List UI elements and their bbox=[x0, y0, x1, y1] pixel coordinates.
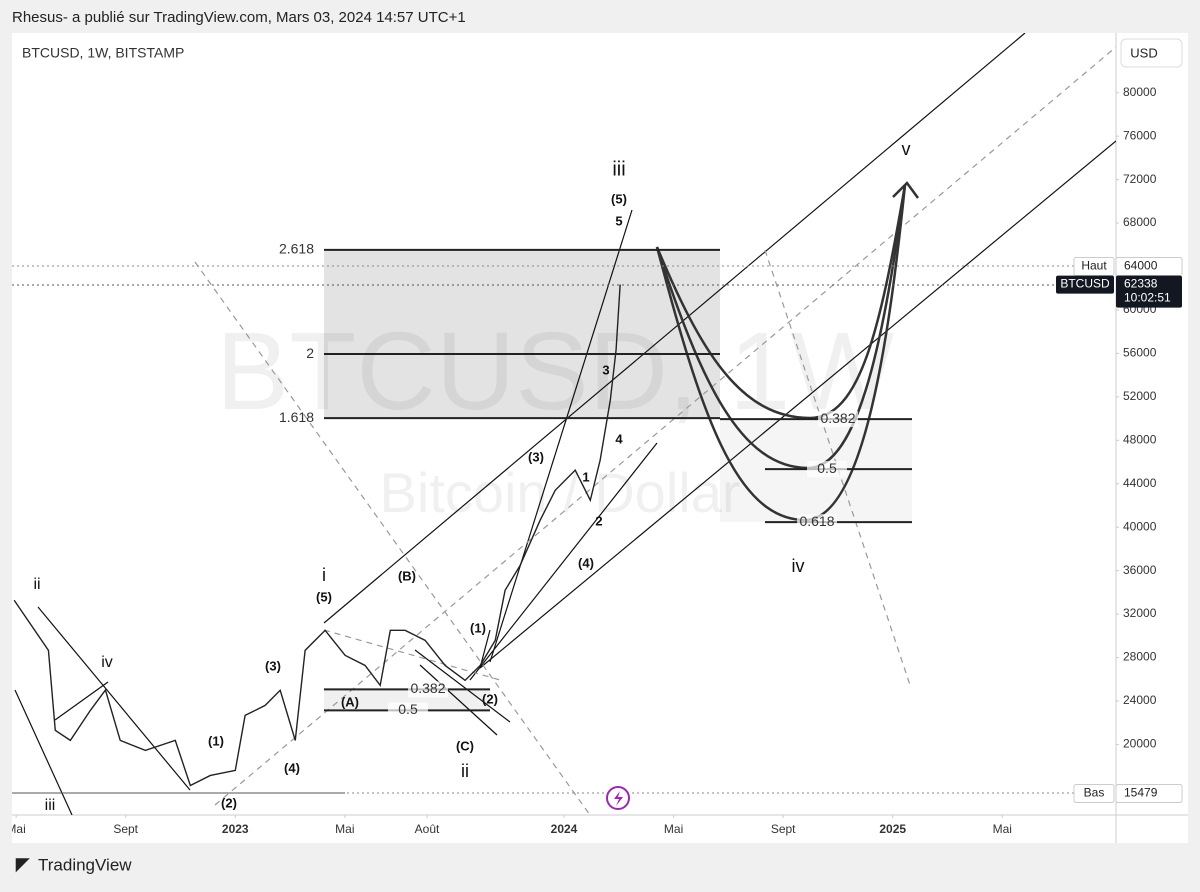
fib-label-bg bbox=[818, 411, 858, 428]
y-tick-label: 20000 bbox=[1123, 737, 1157, 751]
x-tick-label: 2023 bbox=[222, 822, 249, 836]
y-tick-label: 32000 bbox=[1123, 606, 1157, 620]
fib-label-bg bbox=[408, 681, 448, 698]
x-tick-label: 2025 bbox=[879, 822, 906, 836]
watermark-subtitle: Bitcoin / Dollar bbox=[379, 461, 740, 524]
fib-label-bg bbox=[388, 702, 428, 719]
price-tag-value: 64000 bbox=[1124, 259, 1158, 273]
wave-label: (1) bbox=[208, 733, 224, 748]
price-tag-label: BTCUSD bbox=[1060, 277, 1110, 291]
x-tick-label: Mai bbox=[664, 822, 683, 836]
y-tick-label: 56000 bbox=[1123, 346, 1157, 360]
wave-label: 4 bbox=[615, 431, 623, 446]
wave-label: ii bbox=[461, 761, 469, 781]
fib-label-bg bbox=[797, 514, 837, 531]
price-line bbox=[13, 284, 621, 787]
wave-label: (4) bbox=[578, 555, 594, 570]
footer-brand: TradingView bbox=[38, 855, 132, 874]
event-icon-bolt bbox=[614, 791, 623, 806]
wave-label: i bbox=[322, 565, 326, 585]
wave-label: (B) bbox=[398, 568, 416, 583]
fib-label: 0.382 bbox=[820, 410, 855, 426]
wave-label: (A) bbox=[341, 694, 359, 709]
price-tag-value: 15479 bbox=[1124, 786, 1158, 800]
y-tick-label: 44000 bbox=[1123, 476, 1157, 490]
wave-label: (2) bbox=[482, 691, 498, 706]
fib-label: 0.618 bbox=[799, 513, 834, 529]
price-tag-label-bg bbox=[1073, 784, 1115, 804]
x-tick-label: 2024 bbox=[551, 822, 578, 836]
price-tag-bg bbox=[1115, 784, 1183, 804]
fib-zone bbox=[324, 250, 720, 418]
y-tick-label: 40000 bbox=[1123, 519, 1157, 533]
fib-label: 1.618 bbox=[279, 409, 314, 425]
x-tick-label: Sept bbox=[113, 822, 138, 836]
price-tag-bg bbox=[1115, 257, 1183, 277]
wave-label: ii bbox=[33, 576, 40, 593]
wave-label: (4) bbox=[284, 760, 300, 775]
wave-label: 3 bbox=[602, 362, 609, 377]
x-tick-label: Sept bbox=[771, 822, 796, 836]
wave-label: iv bbox=[792, 556, 805, 576]
wave-label: 2 bbox=[595, 513, 602, 528]
wave-label: (5) bbox=[611, 191, 627, 206]
wave-label: 5 bbox=[615, 213, 622, 228]
y-tick-label: 48000 bbox=[1123, 432, 1157, 446]
logo-mark: ◤ bbox=[15, 854, 30, 873]
y-tick-label: 52000 bbox=[1123, 389, 1157, 403]
x-tick-label: Août bbox=[415, 822, 440, 836]
fib-label-bg bbox=[807, 461, 847, 478]
price-tag-label: Haut bbox=[1081, 259, 1107, 273]
currency-button[interactable] bbox=[1120, 38, 1183, 68]
header: Rhesus- a publié sur TradingView.com, Ma… bbox=[12, 9, 466, 26]
wave-label: (5) bbox=[316, 589, 332, 604]
chart-panel bbox=[12, 33, 1188, 843]
plot: BTCUSD, 1W Bitcoin / Dollar bbox=[12, 33, 1116, 815]
currency: USD bbox=[1130, 45, 1157, 60]
y-tick-label: 76000 bbox=[1123, 128, 1157, 142]
y-tick-label: 24000 bbox=[1123, 693, 1157, 707]
x-tick-label: Mai bbox=[6, 822, 25, 836]
wave-label: iii bbox=[45, 797, 56, 814]
price-tag-label: Bas bbox=[1084, 786, 1105, 800]
fib-label: 0.5 bbox=[817, 460, 837, 476]
wave-label: iii bbox=[612, 158, 625, 180]
y-tick-label: 28000 bbox=[1123, 650, 1157, 664]
dashed-lines bbox=[194, 46, 1116, 815]
price-tag-bg bbox=[1116, 275, 1182, 308]
x-tick-label: Mai bbox=[335, 822, 354, 836]
fib-label: 2 bbox=[306, 345, 314, 361]
symbol-title: BTCUSD, 1W, BITSTAMP bbox=[22, 45, 184, 61]
price-tag-timer: 10:02:51 bbox=[1124, 291, 1171, 305]
y-tick-label: 80000 bbox=[1123, 85, 1157, 99]
fib-label: 0.5 bbox=[398, 701, 418, 717]
price-tag-label-bg bbox=[1056, 275, 1114, 294]
wave-label: (3) bbox=[528, 449, 544, 464]
wave-label: v bbox=[902, 139, 911, 159]
wave-label: (1) bbox=[470, 620, 486, 635]
y-tick-label: 72000 bbox=[1123, 172, 1157, 186]
x-tick-label: Mai bbox=[993, 822, 1012, 836]
fib-zone bbox=[324, 689, 490, 710]
y-tick-label: 36000 bbox=[1123, 563, 1157, 577]
price-tag-value: 62338 bbox=[1124, 277, 1158, 291]
fib-label: 0.382 bbox=[410, 680, 445, 696]
wave-label: 1 bbox=[582, 469, 589, 484]
wave-label: (C) bbox=[456, 738, 474, 753]
y-tick-label: 68000 bbox=[1123, 215, 1157, 229]
price-tag-label-bg bbox=[1073, 257, 1115, 277]
wave-label: iv bbox=[101, 654, 113, 671]
fib-label: 2.618 bbox=[279, 241, 314, 257]
wave-label: (2) bbox=[221, 795, 237, 810]
x-axis: Mai Sept 2023 Mai Août 2024 Mai Sept 2025 Mai bbox=[6, 815, 1012, 836]
wave-label: (3) bbox=[265, 658, 281, 673]
